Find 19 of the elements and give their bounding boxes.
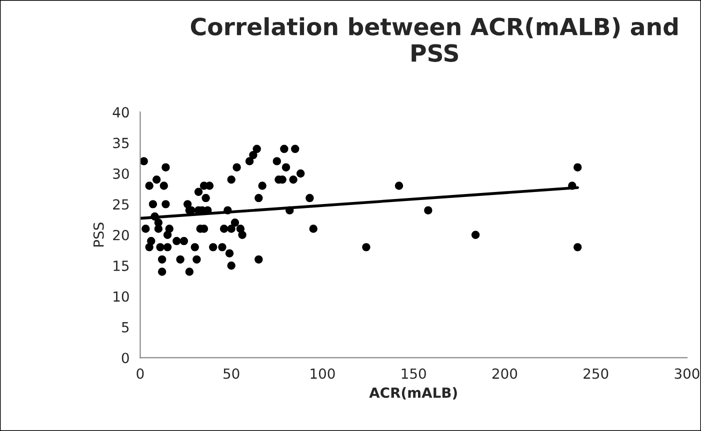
y-tick-label: 10: [114, 291, 129, 302]
x-tick-label: 300: [674, 368, 700, 379]
y-tick-label: 30: [113, 168, 129, 179]
x-tick-label: 100: [310, 368, 335, 379]
y-tick-label: 40: [112, 107, 129, 118]
y-tick-label: 35: [113, 138, 129, 148]
x-tick-label: 50: [224, 368, 240, 379]
y-axis-title: PSS: [93, 222, 104, 247]
x-tick-label: 0: [136, 368, 144, 379]
y-tick-label: 5: [122, 322, 129, 332]
x-tick-label: 150: [402, 368, 426, 379]
y-tick-label: 0: [122, 352, 129, 364]
x-axis-title: ACR(mALB): [369, 387, 457, 400]
y-tick-label: 20: [113, 230, 129, 240]
y-tick-label: 25: [113, 199, 129, 210]
x-tick-label: 250: [584, 368, 608, 379]
x-tick-label: 200: [492, 368, 518, 379]
y-tick-label: 15: [114, 260, 129, 272]
chart-title: Correlation between ACR(mALB) and PSS: [190, 17, 678, 62]
